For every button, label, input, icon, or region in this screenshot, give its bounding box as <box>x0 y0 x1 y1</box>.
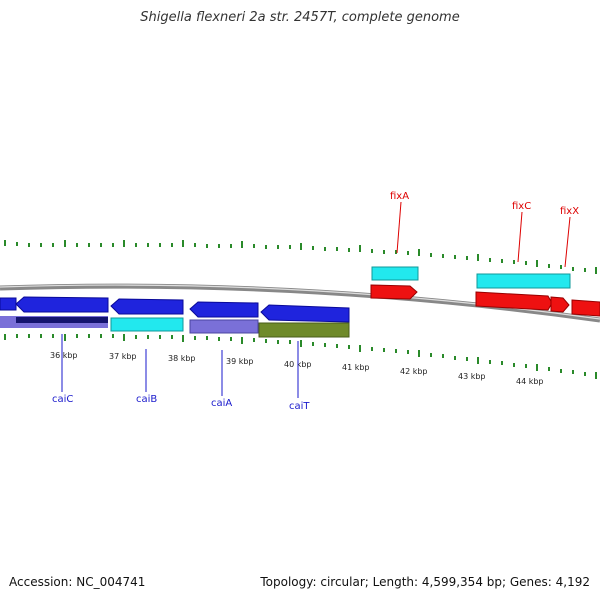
kbp-label: 42 kbp <box>400 367 428 376</box>
genome-summary-text: Topology: circular; Length: 4,599,354 bp… <box>260 575 590 589</box>
gene-arrow <box>370 284 418 300</box>
kbp-label: 44 kbp <box>516 377 544 386</box>
feature-block <box>16 317 108 323</box>
gene-label-caiC: caiC <box>52 394 73 405</box>
gene-arrow <box>550 296 570 313</box>
leader-line <box>517 211 523 263</box>
accession-text: Accession: NC_004741 <box>9 575 146 589</box>
genome-backbone <box>0 283 600 323</box>
gene-arrow <box>475 291 553 311</box>
feature-block <box>371 266 419 281</box>
feature-block <box>189 319 259 334</box>
kbp-label: 37 kbp <box>109 352 137 361</box>
gene-label-caiA: caiA <box>211 398 232 409</box>
minus-strand-features <box>0 316 350 338</box>
plus-strand-genes <box>370 266 600 317</box>
map-title: Shigella flexneri 2a str. 2457T, complet… <box>140 10 460 25</box>
kbp-label: 36 kbp <box>50 351 78 360</box>
kbp-label: 38 kbp <box>168 354 196 363</box>
kbp-label: 43 kbp <box>458 372 486 381</box>
gene-label-caiB: caiB <box>136 394 157 405</box>
feature-block <box>0 316 16 328</box>
outer-tick-row <box>4 240 597 274</box>
gene-arrow <box>189 301 259 318</box>
gene-arrow <box>15 296 109 313</box>
gene-label-leaders <box>61 201 571 398</box>
gene-label-fixA: fixA <box>390 191 409 202</box>
gene-label-caiT: caiT <box>289 401 310 412</box>
kbp-label: 39 kbp <box>226 357 254 366</box>
kbp-labels: 36 kbp 37 kbp 38 kbp 39 kbp 40 kbp 41 kb… <box>50 351 544 386</box>
gene-arrow <box>110 298 184 315</box>
leader-line <box>564 216 571 268</box>
feature-block <box>476 273 571 289</box>
gene-label-fixX: fixX <box>560 206 579 217</box>
inner-tick-row <box>4 334 597 379</box>
gene-labels: caiC caiB caiA caiT fixA fixC fixX <box>52 191 579 412</box>
kbp-label: 41 kbp <box>342 363 370 372</box>
feature-block <box>258 322 350 338</box>
gene-arrow <box>571 299 600 317</box>
minus-strand-genes <box>0 296 350 323</box>
gene-label-fixC: fixC <box>512 201 531 212</box>
gene-arrow <box>0 297 17 311</box>
feature-block <box>110 317 184 332</box>
gene-arrow <box>260 304 350 323</box>
leader-line <box>396 201 402 254</box>
